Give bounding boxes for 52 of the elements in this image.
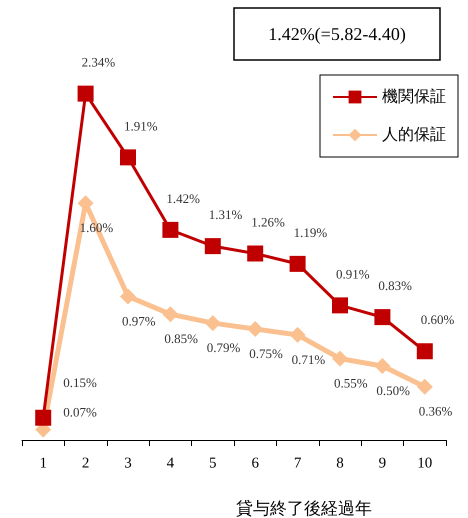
x-tick-label: 2 [82,456,90,472]
data-label: 0.55% [334,376,368,391]
data-label: 0.97% [122,313,156,328]
x-tick-label: 3 [124,456,132,472]
x-tick-label: 5 [209,456,217,472]
data-label: 0.36% [418,404,453,419]
data-label: 0.91% [336,266,370,282]
data-label: 0.60% [420,312,455,328]
point [247,321,264,337]
x-tick-label: 4 [166,456,175,472]
x-tick-label: 1 [39,456,47,472]
data-label: 1.31% [208,207,243,222]
point [162,306,178,322]
data-label: 1.42% [166,190,200,206]
data-label: 1.91% [124,118,158,134]
point [204,315,221,332]
point [78,86,94,102]
point [162,222,178,238]
data-label: 1.60% [80,220,114,236]
legend-label: 人的保証 [382,126,446,144]
point [35,410,52,426]
data-label: 0.71% [292,352,326,367]
point [247,246,264,262]
legend-label: 機関保証 [382,88,446,106]
data-label: 0.79% [206,340,241,356]
x-tick-label: 10 [417,456,432,472]
point [290,326,306,343]
point [332,350,348,367]
point [374,309,390,326]
point [332,297,348,314]
data-label: 0.85% [164,331,198,346]
data-label: 0.15% [63,374,97,390]
x-tick-label: 7 [294,456,302,472]
point [290,256,306,272]
x-tick-label: 9 [378,456,386,472]
point [120,288,136,304]
x-tick-label: 8 [336,456,344,472]
x-tick-label: 6 [251,456,260,472]
point [416,378,433,395]
data-label: 1.19% [294,224,328,240]
data-label: 0.50% [376,383,410,398]
data-label: 0.07% [63,404,97,420]
x-axis-title: 貸与終了後経過年 [236,499,372,518]
text: 1.42%(=5.82-4.40) [268,24,406,44]
point [120,149,136,166]
data-label: 2.34% [82,54,116,70]
data-label: 1.26% [251,214,285,230]
point [204,238,221,254]
data-label: 0.83% [378,278,412,294]
data-label: 0.75% [249,346,283,361]
point [416,343,433,360]
point [374,358,390,374]
